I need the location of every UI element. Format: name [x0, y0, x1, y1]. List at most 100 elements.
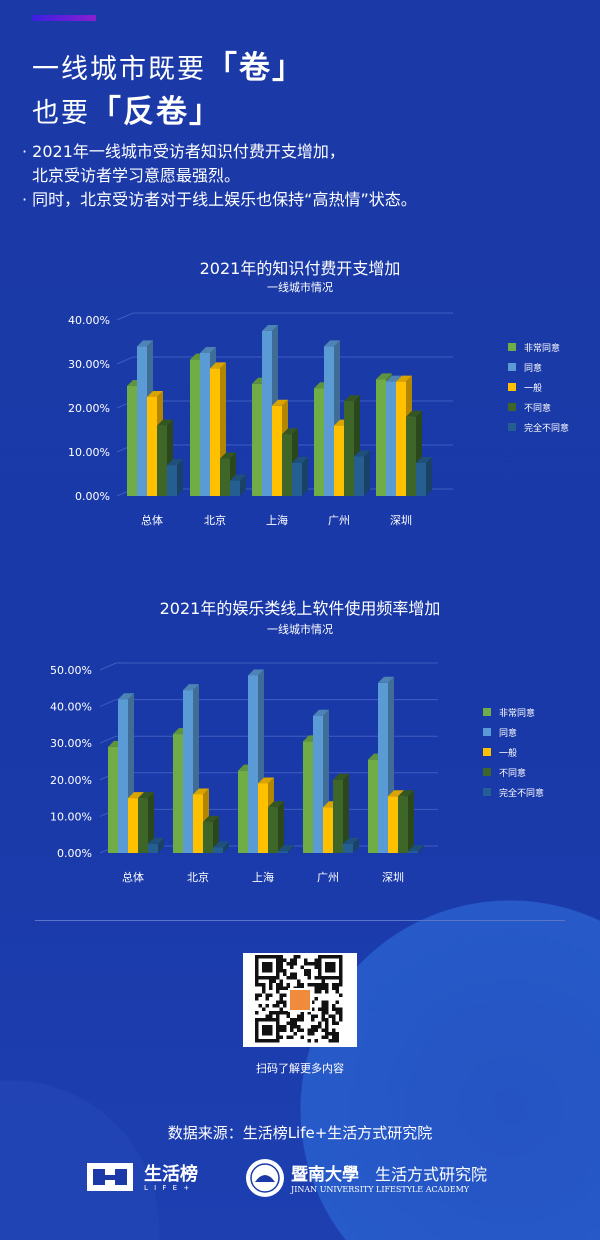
qr-module — [325, 1025, 329, 1029]
qr-module — [325, 1000, 329, 1004]
qr-module — [318, 990, 322, 994]
bar-不同意 — [282, 434, 292, 496]
qr-module — [335, 986, 339, 990]
qr-module — [279, 1035, 283, 1039]
qr-finder — [262, 1025, 273, 1036]
qr-caption: 扫码了解更多内容 — [256, 1062, 344, 1075]
qr-module — [269, 979, 273, 983]
bar-top — [268, 801, 284, 808]
bar-完全不同意 — [230, 480, 240, 496]
qr-module — [321, 1028, 325, 1032]
qr-module — [265, 993, 269, 997]
qr-module — [269, 1011, 273, 1015]
y-tick-label: 20.00% — [68, 402, 110, 415]
qr-module — [297, 1028, 301, 1032]
bar-非常同意 — [108, 746, 118, 853]
bar-top — [376, 373, 392, 380]
qr-module — [325, 1004, 329, 1008]
qr-module — [286, 1011, 290, 1015]
qr-module — [279, 986, 283, 990]
x-tick-label: 总体 — [141, 513, 163, 527]
bar-一般 — [396, 381, 406, 496]
qr-module — [311, 1028, 315, 1032]
qr-module — [276, 986, 280, 990]
qr-module — [283, 1004, 287, 1008]
qr-module — [311, 962, 315, 966]
qr-module — [286, 983, 290, 987]
divider — [35, 920, 565, 921]
bar-不同意 — [333, 779, 343, 853]
bullet: · 2021年一线城市受访者知识付费开支增加， — [22, 142, 345, 161]
qr-module — [265, 1004, 269, 1008]
bar-top — [148, 837, 164, 844]
gridline-depth — [116, 312, 134, 321]
qr-module — [335, 983, 339, 987]
qr-center-logo — [290, 990, 310, 1010]
bar-非常同意 — [314, 388, 324, 496]
qr-module — [332, 1014, 336, 1018]
headline-text: 也要 — [32, 98, 90, 129]
qr-module — [314, 983, 318, 987]
qr-module — [272, 1011, 276, 1015]
bar-top — [183, 684, 199, 691]
qr-module — [293, 1032, 297, 1036]
qr-module — [262, 986, 266, 990]
qr-module — [290, 1028, 294, 1032]
gridline-depth — [99, 699, 117, 708]
qr-module — [283, 1025, 287, 1029]
qr-module — [332, 1028, 336, 1032]
qr-module — [297, 1014, 301, 1018]
bar-top — [386, 375, 402, 382]
bar-完全不同意 — [148, 843, 158, 853]
qr-module — [276, 983, 280, 987]
qr-module — [307, 1032, 311, 1036]
qr-module — [325, 990, 329, 994]
qr-code[interactable] — [243, 953, 357, 1047]
bar-top — [213, 841, 229, 848]
bar-完全不同意 — [292, 463, 302, 496]
qr-module — [293, 976, 297, 980]
y-tick-label: 30.00% — [50, 737, 92, 750]
bar-同意 — [137, 346, 147, 496]
qr-module — [279, 1000, 283, 1004]
qr-module — [325, 1021, 329, 1025]
legend-label: 完全不同意 — [524, 422, 569, 434]
bar-不同意 — [203, 821, 213, 853]
legend-label: 一般 — [499, 747, 517, 759]
qr-module — [314, 1028, 318, 1032]
qr-module — [318, 1021, 322, 1025]
qr-module — [339, 1018, 343, 1022]
bar-同意 — [324, 346, 334, 496]
qr-module — [269, 983, 273, 987]
bar-top — [248, 669, 264, 676]
bar-side — [278, 801, 284, 853]
qr-module — [300, 1018, 304, 1022]
qr-module — [279, 965, 283, 969]
qr-module — [290, 958, 294, 962]
x-tick-label: 总体 — [122, 870, 144, 884]
qr-module — [304, 962, 308, 966]
qr-module — [286, 1021, 290, 1025]
bar-一般 — [323, 807, 333, 853]
qr-module — [276, 1004, 280, 1008]
qr-module — [307, 1028, 311, 1032]
bar-side — [426, 457, 432, 496]
legend-label: 完全不同意 — [499, 787, 544, 799]
bar-top — [200, 347, 216, 353]
bar-完全不同意 — [167, 465, 177, 496]
bar-完全不同意 — [408, 851, 418, 853]
qr-module — [332, 1018, 336, 1022]
qr-module — [297, 983, 301, 987]
qr-module — [325, 1007, 329, 1011]
bar-同意 — [313, 715, 323, 853]
gridline-depth — [99, 735, 117, 744]
qr-module — [279, 955, 283, 959]
bar-一般 — [258, 783, 268, 853]
y-tick-label: 40.00% — [50, 701, 92, 714]
qr-module — [321, 1007, 325, 1011]
qr-module — [339, 979, 343, 983]
qr-module — [328, 1039, 332, 1043]
bar-side — [158, 837, 164, 853]
bar-top — [313, 709, 329, 716]
qr-module — [293, 955, 297, 959]
